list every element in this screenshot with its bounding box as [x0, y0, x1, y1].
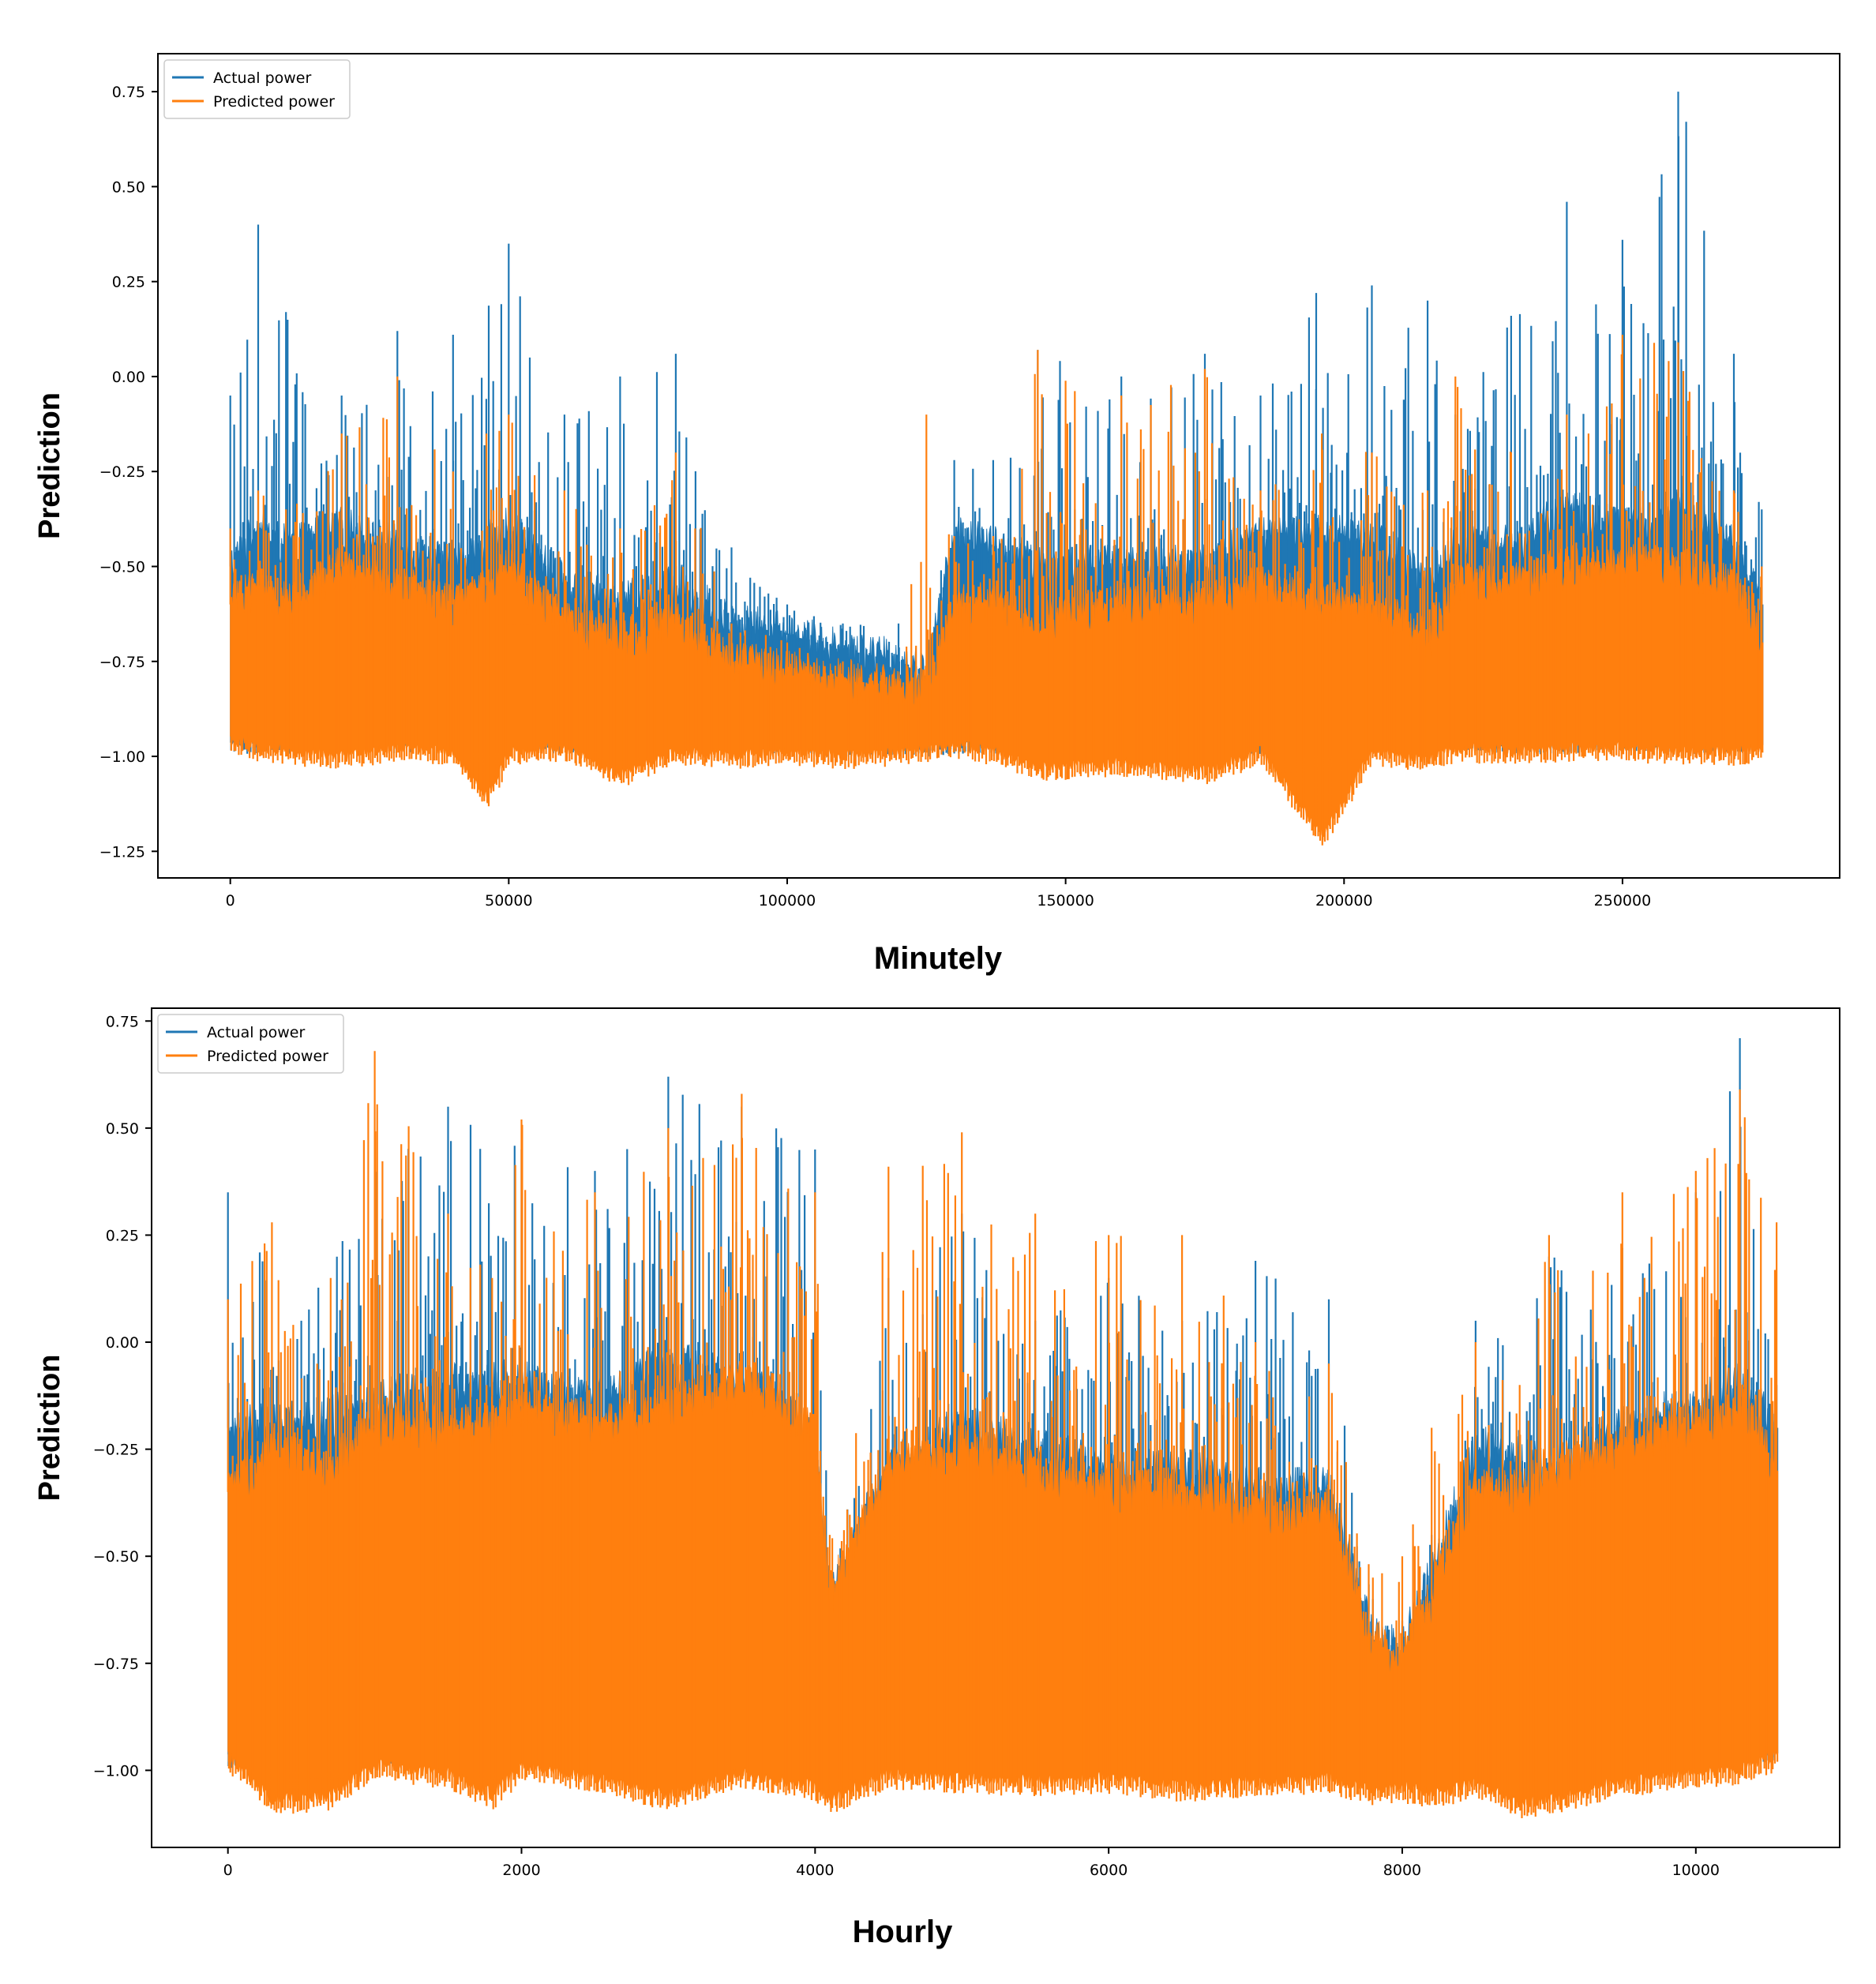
- y-tick-label: −0.75: [99, 654, 145, 671]
- legend-label: Predicted power: [213, 93, 335, 111]
- legend: Actual power Predicted power: [163, 59, 351, 119]
- y-tick-label: −1.00: [99, 748, 145, 766]
- x-tick-label: 250000: [1594, 892, 1652, 909]
- caption-hourly: Hourly: [852, 1915, 953, 1949]
- legend: Actual power Predicted power: [157, 1014, 344, 1074]
- series-predicted-power: [227, 1051, 1779, 1818]
- x-tick-label: 0: [223, 1862, 233, 1879]
- x-tick-label: 0: [226, 892, 235, 909]
- y-tick-label: 0.50: [112, 178, 145, 196]
- legend-box: [163, 59, 351, 119]
- y-tick-label: 0.25: [112, 274, 145, 291]
- y-tick-label: 0.75: [112, 84, 145, 101]
- series-spikes: [227, 1051, 1779, 1818]
- y-tick-label: 0.25: [106, 1227, 139, 1244]
- caption-minutely: Minutely: [873, 941, 1003, 976]
- y-tick-label: 0.75: [106, 1013, 139, 1030]
- y-axis-label: Prediction: [33, 392, 66, 539]
- x-tick-label: 6000: [1090, 1862, 1127, 1879]
- y-tick-label: −0.50: [99, 558, 145, 576]
- legend-box: [157, 1014, 344, 1074]
- plot-frame: [151, 1007, 1840, 1848]
- y-tick-label: −1.00: [93, 1762, 139, 1780]
- y-tick-label: −0.75: [93, 1656, 139, 1673]
- x-tick-label: 8000: [1383, 1862, 1421, 1879]
- y-tick-label: −0.50: [93, 1548, 139, 1566]
- x-tick-label: 2000: [502, 1862, 540, 1879]
- x-tick-label: 50000: [485, 892, 532, 909]
- y-tick-label: 0.00: [106, 1334, 139, 1352]
- y-tick-label: −1.25: [99, 843, 145, 861]
- hourly-chart: Prediction 0.75 0.50 0.25 0.00 −0.25 −0.50 −0.7…: [33, 1007, 1840, 1879]
- y-tick-label: −0.25: [93, 1442, 139, 1459]
- x-tick-label: 150000: [1037, 892, 1094, 909]
- x-tick-label: 10000: [1672, 1862, 1720, 1879]
- plot-frame: [157, 53, 1840, 879]
- legend-label: Actual power: [213, 69, 311, 87]
- y-axis-label: Prediction: [33, 1355, 66, 1502]
- legend-label: Actual power: [207, 1024, 305, 1041]
- x-tick-label: 4000: [796, 1862, 834, 1879]
- y-tick-label: 0.00: [112, 369, 145, 386]
- y-tick-label: 0.50: [106, 1120, 139, 1138]
- x-tick-label: 100000: [759, 892, 816, 909]
- series-spikes: [229, 335, 1764, 846]
- series-predicted-power: [229, 335, 1764, 846]
- y-tick-label: −0.25: [99, 463, 145, 481]
- x-tick-label: 200000: [1315, 892, 1373, 909]
- legend-label: Predicted power: [207, 1048, 328, 1065]
- minutely-chart: Prediction 0.75 0.50 0.25 0.00 −0.25 −0.50 −0.7…: [33, 53, 1840, 909]
